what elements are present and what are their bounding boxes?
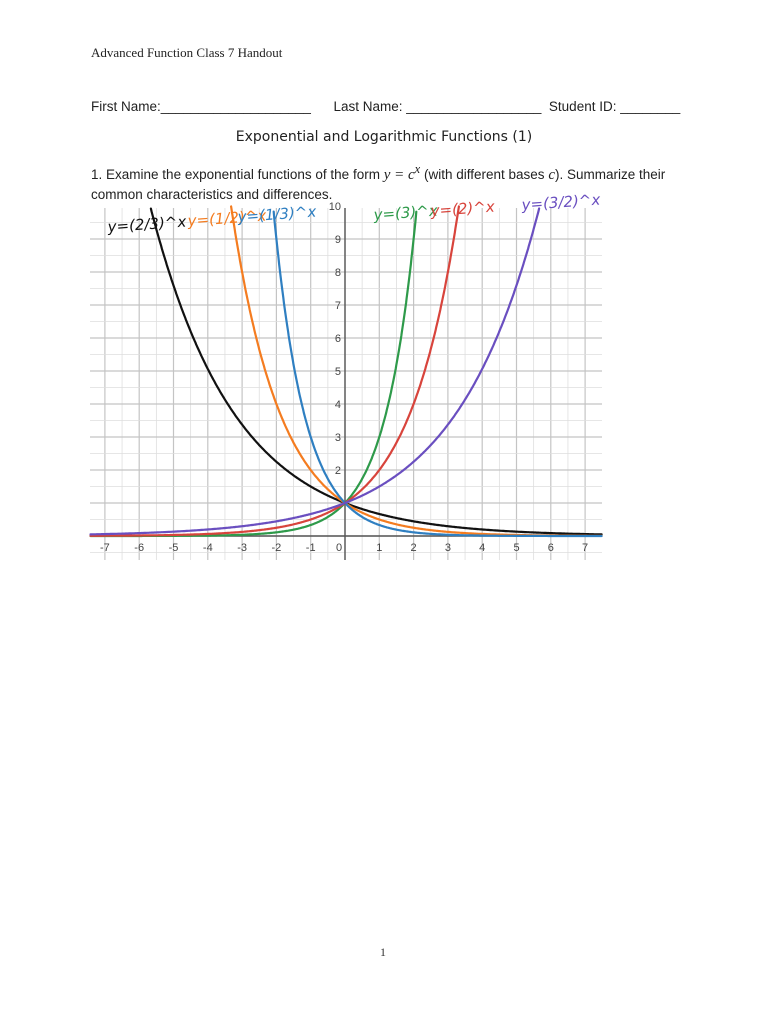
x-tick-label: -7 <box>100 542 110 554</box>
curve-label: y=(1/3)^x <box>236 203 317 227</box>
y-tick-label: 2 <box>335 465 341 477</box>
y-tick-label: 3 <box>335 432 341 444</box>
x-tick-label: -4 <box>203 542 213 554</box>
curve-label: y=(1/2)^x <box>186 207 267 231</box>
student-id-label: Student ID: <box>548 99 617 114</box>
student-info-row: First Name:____________________ Last Nam… <box>91 99 680 114</box>
last-name-label: Last Name: <box>333 99 403 114</box>
question-text-after: ). Summarize their common characteristic… <box>91 167 666 202</box>
curve-y-1-2-x <box>230 205 603 537</box>
x-tick-label: 4 <box>479 542 485 554</box>
graph-axes <box>90 208 602 560</box>
y-tick-label: 4 <box>335 399 341 411</box>
x-tick-label: 7 <box>582 542 588 554</box>
x-tick-label: -3 <box>237 542 247 554</box>
student-id-blank[interactable]: ________ <box>620 99 681 114</box>
y-tick-label: 5 <box>335 366 341 378</box>
curve-y-3-2-x <box>89 207 541 536</box>
page-number: 1 <box>380 945 386 959</box>
question-1: 1. Examine the exponential functions of … <box>91 160 691 204</box>
question-text-middle: (with different bases <box>423 167 545 182</box>
x-tick-label: -5 <box>169 542 179 554</box>
y-tick-label: 8 <box>335 267 341 279</box>
question-number: 1. <box>91 167 103 182</box>
last-name-blank[interactable]: __________________ <box>406 99 542 114</box>
x-tick-label: 2 <box>411 542 417 554</box>
section-title: Exponential and Logarithmic Functions (1… <box>235 129 533 145</box>
x-tick-label: -1 <box>306 542 316 554</box>
x-tick-label: -2 <box>272 542 282 554</box>
x-tick-label: 6 <box>548 542 554 554</box>
y-tick-label: 6 <box>335 333 341 345</box>
curve-y-3-x <box>89 210 418 538</box>
x-tick-label: 0 <box>336 542 342 554</box>
function-curves <box>89 205 603 538</box>
first-name-label: First Name: <box>91 99 161 114</box>
curve-y-2-x <box>89 205 460 537</box>
y-tick-label: 9 <box>335 234 341 246</box>
x-tick-label: -6 <box>134 542 144 554</box>
first-name-blank[interactable]: ____________________ <box>160 99 311 114</box>
handout-header: Advanced Function Class 7 Handout <box>91 45 283 60</box>
curve-y-1-3-x <box>272 210 603 538</box>
x-tick-label: 5 <box>513 542 519 554</box>
curve-label: y=(2/3)^x <box>106 213 187 237</box>
curve-label: y=(3)^x <box>372 202 438 225</box>
base-variable: c <box>548 167 555 183</box>
formula-base: y = c <box>383 167 415 183</box>
question-text-before: Examine the exponential functions of the… <box>106 167 380 182</box>
x-tick-label: 3 <box>445 542 451 554</box>
graph-grid <box>90 208 602 560</box>
formula-exponent: x <box>414 162 421 176</box>
curve-y-2-3-x <box>149 207 603 536</box>
x-tick-label: 1 <box>376 542 382 554</box>
y-tick-label: 7 <box>335 300 341 312</box>
formula: y = cx <box>383 162 421 183</box>
